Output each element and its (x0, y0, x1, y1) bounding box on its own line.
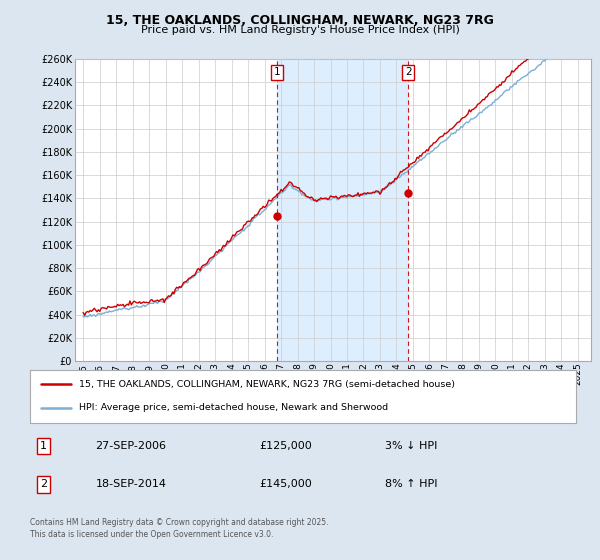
Text: Price paid vs. HM Land Registry's House Price Index (HPI): Price paid vs. HM Land Registry's House … (140, 25, 460, 35)
Text: 18-SEP-2014: 18-SEP-2014 (95, 479, 167, 489)
Text: 3% ↓ HPI: 3% ↓ HPI (385, 441, 437, 451)
Text: 15, THE OAKLANDS, COLLINGHAM, NEWARK, NG23 7RG: 15, THE OAKLANDS, COLLINGHAM, NEWARK, NG… (106, 14, 494, 27)
Text: 2: 2 (40, 479, 47, 489)
Text: £145,000: £145,000 (259, 479, 312, 489)
Text: 8% ↑ HPI: 8% ↑ HPI (385, 479, 437, 489)
Text: £125,000: £125,000 (259, 441, 312, 451)
Text: Contains HM Land Registry data © Crown copyright and database right 2025.
This d: Contains HM Land Registry data © Crown c… (30, 518, 329, 539)
Text: 1: 1 (40, 441, 47, 451)
Text: 1: 1 (274, 67, 280, 77)
Text: HPI: Average price, semi-detached house, Newark and Sherwood: HPI: Average price, semi-detached house,… (79, 403, 388, 412)
Text: 27-SEP-2006: 27-SEP-2006 (95, 441, 167, 451)
Bar (277, 59, 409, 361)
Text: 15, THE OAKLANDS, COLLINGHAM, NEWARK, NG23 7RG (semi-detached house): 15, THE OAKLANDS, COLLINGHAM, NEWARK, NG… (79, 380, 455, 389)
Text: 2: 2 (405, 67, 412, 77)
